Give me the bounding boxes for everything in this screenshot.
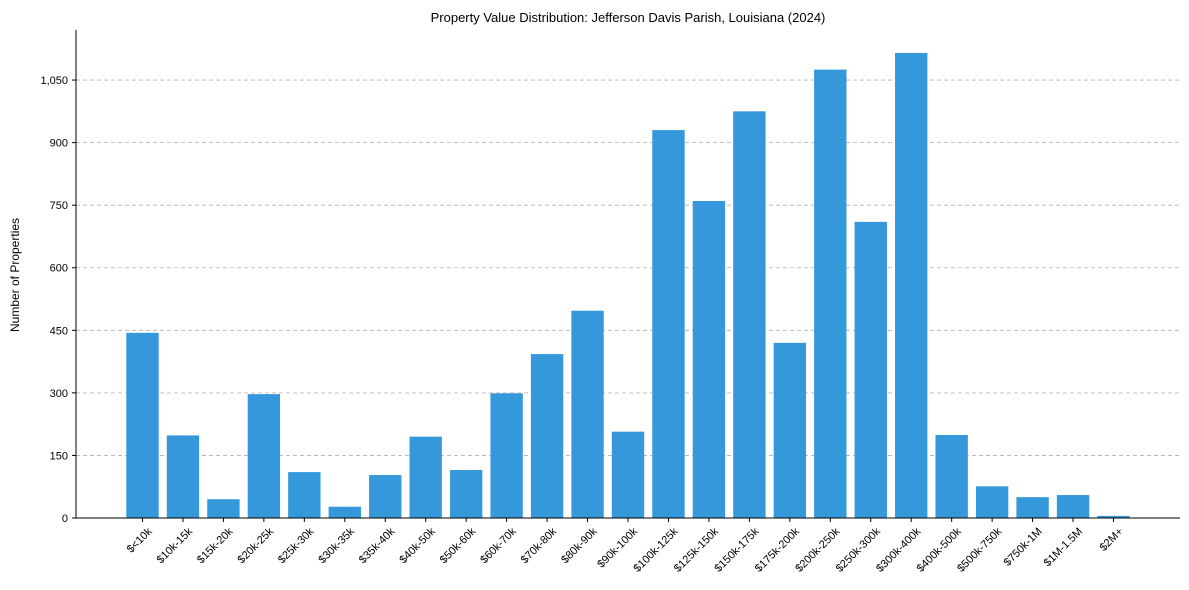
bar	[166, 435, 200, 518]
bar	[1016, 497, 1049, 518]
bar	[288, 472, 321, 518]
x-tick-label: $10k-15k	[155, 525, 196, 566]
x-tick-label: $30k-35k	[316, 525, 357, 566]
y-tick-label: 900	[50, 138, 68, 150]
y-axis-ticks: 0 150 300 450 600 750 900 1,050	[40, 75, 76, 525]
y-tick-label: 150	[50, 450, 68, 462]
bars	[126, 52, 1130, 518]
x-tick-label: $1M-1.5M	[1042, 526, 1086, 570]
y-tick-label: 300	[50, 388, 68, 400]
bar	[571, 310, 604, 518]
x-tick-label: $60k-70k	[478, 525, 519, 566]
bar	[247, 394, 281, 518]
bar	[895, 52, 928, 518]
x-tick-label: $20k-25k	[236, 525, 277, 566]
bar	[409, 436, 442, 518]
bar	[369, 475, 402, 518]
x-tick-label: $500k-750k	[955, 525, 1004, 574]
x-tick-label: $<10k	[125, 525, 155, 555]
y-tick-label: 750	[50, 200, 68, 212]
x-tick-label: $2M+	[1097, 526, 1125, 554]
x-tick-label: $80k-90k	[559, 525, 600, 566]
bar	[490, 393, 523, 518]
bar	[1097, 515, 1130, 518]
x-tick-label: $40k-50k	[397, 525, 438, 566]
bar	[126, 332, 159, 518]
bar	[611, 431, 645, 518]
bar	[814, 69, 847, 518]
bar	[1056, 495, 1090, 518]
x-tick-label: $750k-1M	[1002, 526, 1045, 569]
y-tick-label: 450	[50, 325, 68, 337]
x-tick-label: $25k-30k	[276, 525, 317, 566]
bar	[773, 342, 807, 518]
y-axis-label: Number of Properties	[8, 218, 22, 332]
bar	[935, 434, 968, 518]
chart-title: Property Value Distribution: Jefferson D…	[431, 10, 826, 25]
y-tick-label: 600	[50, 263, 68, 275]
bar	[328, 506, 361, 518]
bar	[530, 354, 564, 518]
bar	[207, 499, 240, 518]
x-tick-label: $15k-20k	[195, 525, 236, 566]
x-axis-ticks: $<10k $10k-15k $15k-20k $20k-25k $25k-30k $30…	[125, 518, 1126, 575]
gridlines	[76, 79, 1180, 456]
bar	[975, 486, 1009, 518]
bar	[854, 221, 887, 518]
x-tick-label: $50k-60k	[438, 525, 479, 566]
x-tick-label: $35k-40k	[357, 525, 398, 566]
bar	[733, 111, 766, 518]
y-tick-label: 0	[62, 513, 68, 525]
y-tick-label: 1,050	[40, 75, 68, 87]
bar	[449, 470, 483, 518]
bar	[692, 201, 726, 518]
bar	[652, 130, 685, 518]
x-tick-label: $70k-80k	[519, 525, 560, 566]
